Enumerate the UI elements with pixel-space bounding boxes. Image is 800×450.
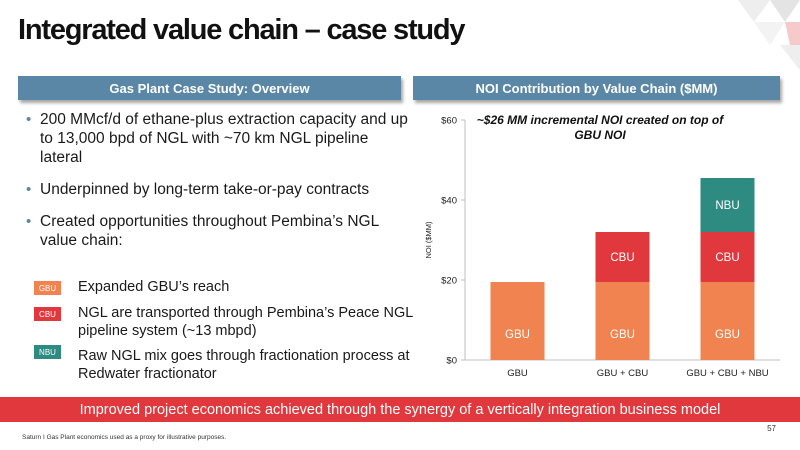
slide-title: Integrated value chain – case study [18,14,466,46]
overview-header: Gas Plant Case Study: Overview [18,76,401,100]
y-tick-label: $20 [441,276,457,287]
bullet-item: • Created opportunities throughout Pembin… [26,212,411,250]
chart-title: ~$26 MM incremental NOI created on top o… [477,113,724,142]
noi-stacked-bar-chart: $0 $20 $40 $60 NOI ($MM) GBU GBU GBU CBU GBU + CB… [424,113,780,379]
bar-segment-label: CBU [610,252,634,264]
x-tick-label: GBU + CBU + NBU [686,368,768,379]
bar-segment-label: CBU [715,252,739,264]
gbu-chip: GBU [34,281,61,295]
bar-segment-label: GBU [505,329,530,341]
bar-gbu-segment [490,282,545,360]
chart-title-line-1: ~$26 MM incremental NOI created on top o… [477,113,724,127]
y-tick-label: $40 [441,196,457,207]
bar-segment-label: GBU [610,329,635,341]
bar-cbu-segment [700,232,755,282]
bullet-icon: • [26,213,32,230]
y-axis-label: NOI ($MM) [424,221,433,259]
nbu-chip: NBU [34,345,61,359]
chart-header: NOI Contribution by Value Chain ($MM) [413,76,780,100]
bar-cbu-segment [595,232,650,282]
bullet-icon: • [26,181,32,198]
corner-decoration [738,0,800,70]
legend-item-nbu: NBU Raw NGL mix goes through fractionati… [34,342,410,382]
bar-gbu-segment [595,282,650,360]
bullet-item: • Underpinned by long-term take-or-pay co… [26,180,411,199]
bullet-text: Created opportunities throughout Pembina… [40,213,379,249]
cbu-chip: CBU [34,307,61,321]
bar-segment-label: GBU [715,329,740,341]
chart-title-line-2: GBU NOI [574,128,626,142]
legend-item-cbu: CBU NGL are transported through Pembina’… [34,304,413,339]
bullet-text: 200 MMcf/d of ethane-plus extraction cap… [40,111,408,166]
legend-text-gbu: Expanded GBU’s reach [78,279,230,295]
bullet-item: • 200 MMcf/d of ethane-plus extraction ca… [26,110,411,167]
legend-item-gbu: GBU Expanded GBU’s reach [34,278,229,295]
legend-text-cbu: NGL are transported through Pembina’s Pe… [78,305,413,339]
x-tick-label: GBU + CBU [597,368,649,379]
y-tick-label: $60 [441,116,457,127]
overview-bullets: • 200 MMcf/d of ethane-plus extraction ca… [26,110,411,263]
legend-text-nbu: Raw NGL mix goes through fractionation p… [78,348,410,382]
x-tick-label: GBU [507,368,528,379]
bar-nbu-segment [700,178,755,232]
footnote: Saturn I Gas Plant economics used as a p… [22,434,227,441]
y-tick-label: $0 [446,356,457,367]
bar-gbu-segment [700,282,755,360]
bullet-icon: • [26,111,32,128]
bar-segment-label: NBU [715,200,739,212]
page-number: 57 [767,424,776,433]
bullet-text: Underpinned by long-term take-or-pay con… [40,181,370,198]
conclusion-banner: Improved project economics achieved thro… [0,397,800,422]
